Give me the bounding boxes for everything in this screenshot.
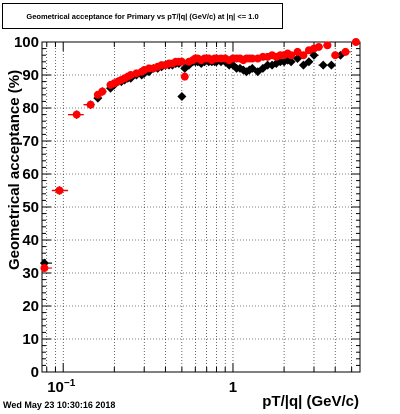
data-point-circle (293, 47, 302, 56)
data-point-diamond (326, 60, 336, 70)
data-point-diamond (177, 91, 187, 101)
x-tick-label-exponent: −1 (64, 378, 76, 389)
data-point-circle (287, 51, 296, 60)
series-red (40, 38, 360, 273)
axis-ticks (42, 41, 360, 373)
data-point-diamond (304, 57, 314, 67)
data-marks (39, 38, 360, 273)
data-point-circle (351, 38, 360, 46)
data-point-circle (40, 264, 49, 273)
data-point-circle (341, 47, 350, 56)
grid-lines (42, 42, 360, 372)
y-axis-title: Geometrical acceptance (%) (6, 70, 23, 270)
y-tick-label: 10 (22, 331, 39, 348)
y-tick-label: 50 (22, 199, 39, 216)
timestamp: Wed May 23 10:30:16 2018 (3, 400, 116, 410)
data-point-circle (323, 41, 332, 50)
y-tick-label: 70 (22, 133, 39, 150)
chart-title: Geometrical acceptance for Primary vs pT… (2, 3, 283, 29)
y-tick-label: 0 (31, 364, 39, 381)
x-tick-label: 1 (229, 379, 237, 396)
y-tick-label: 40 (22, 232, 39, 249)
data-point-circle (72, 110, 81, 119)
data-point-circle (314, 42, 323, 51)
y-tick-label: 20 (22, 298, 39, 315)
x-tick-label: 10−1 (47, 378, 76, 396)
data-point-circle (331, 51, 340, 60)
axis-tick-labels: 0 10 20 30 40 50 60 70 80 90 100 10−1 1 (14, 34, 237, 396)
y-tick-label: 60 (22, 166, 39, 183)
data-point-diamond (286, 57, 296, 67)
data-point-circle (86, 100, 95, 109)
series-black (39, 50, 346, 268)
y-tick-label: 30 (22, 265, 39, 282)
data-point-circle (299, 51, 308, 60)
chart-title-text: Geometrical acceptance for Primary vs pT… (26, 11, 259, 21)
y-tick-label: 80 (22, 100, 39, 117)
data-point-diamond (318, 60, 328, 70)
data-point-circle (177, 57, 186, 66)
x-axis-title: pT/|q| (GeV/c) (262, 393, 359, 410)
data-point-circle (98, 87, 107, 96)
data-point-circle (180, 72, 189, 81)
data-point-circle (55, 186, 64, 195)
y-tick-label: 90 (22, 67, 39, 84)
y-tick-label: 100 (14, 34, 39, 51)
